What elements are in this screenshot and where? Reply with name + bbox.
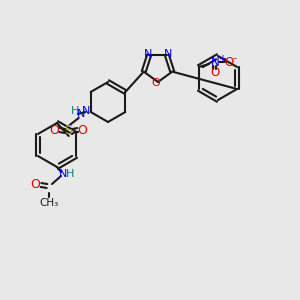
Text: N: N bbox=[59, 169, 67, 179]
Text: H: H bbox=[70, 106, 79, 116]
Text: +: + bbox=[218, 54, 226, 64]
Text: O: O bbox=[152, 78, 160, 88]
Text: O: O bbox=[78, 124, 88, 136]
Text: H: H bbox=[66, 169, 74, 179]
Text: O: O bbox=[210, 65, 220, 79]
Text: -: - bbox=[233, 53, 237, 63]
Text: O: O bbox=[50, 124, 60, 136]
Text: O: O bbox=[224, 56, 234, 68]
Text: CH₃: CH₃ bbox=[39, 198, 58, 208]
Text: N: N bbox=[164, 49, 172, 59]
Text: N: N bbox=[82, 106, 90, 116]
Text: O: O bbox=[30, 178, 40, 191]
Text: N: N bbox=[144, 49, 152, 59]
Text: N: N bbox=[211, 56, 219, 68]
Text: N: N bbox=[76, 109, 85, 119]
Text: S: S bbox=[64, 124, 73, 137]
